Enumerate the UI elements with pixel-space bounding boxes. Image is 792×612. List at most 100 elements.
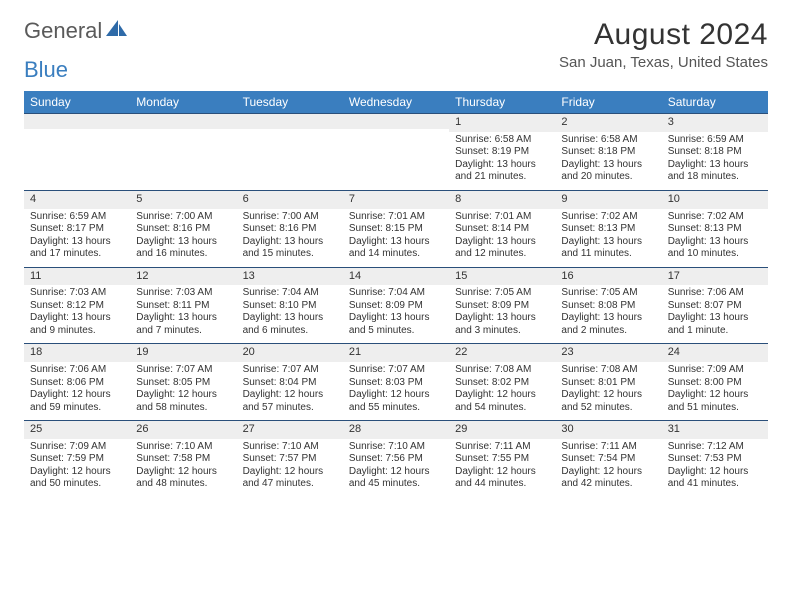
daylight-line: and 6 minutes. — [243, 325, 337, 338]
day-body — [343, 129, 449, 177]
brand-part1: General — [24, 18, 102, 44]
day-number: 17 — [662, 267, 768, 286]
day-cell: 5Sunrise: 7:00 AMSunset: 8:16 PMDaylight… — [130, 190, 236, 267]
day-cell: 29Sunrise: 7:11 AMSunset: 7:55 PMDayligh… — [449, 420, 555, 497]
sunrise-line: Sunrise: 7:07 AM — [349, 364, 443, 377]
day-cell: 1Sunrise: 6:58 AMSunset: 8:19 PMDaylight… — [449, 113, 555, 190]
day-cell: 26Sunrise: 7:10 AMSunset: 7:58 PMDayligh… — [130, 420, 236, 497]
sunset-line: Sunset: 8:19 PM — [455, 146, 549, 159]
daylight-line: and 7 minutes. — [136, 325, 230, 338]
daylight-line: and 5 minutes. — [349, 325, 443, 338]
sunset-line: Sunset: 8:00 PM — [668, 377, 762, 390]
daylight-line: and 59 minutes. — [30, 402, 124, 415]
day-body: Sunrise: 7:01 AMSunset: 8:14 PMDaylight:… — [449, 209, 555, 267]
week-row: 1Sunrise: 6:58 AMSunset: 8:19 PMDaylight… — [24, 113, 768, 190]
day-cell: 25Sunrise: 7:09 AMSunset: 7:59 PMDayligh… — [24, 420, 130, 497]
daylight-line: and 48 minutes. — [136, 478, 230, 491]
day-cell: 23Sunrise: 7:08 AMSunset: 8:01 PMDayligh… — [555, 343, 661, 420]
daylight-line: Daylight: 12 hours — [136, 389, 230, 402]
sunset-line: Sunset: 8:09 PM — [455, 300, 549, 313]
day-cell: 10Sunrise: 7:02 AMSunset: 8:13 PMDayligh… — [662, 190, 768, 267]
day-cell: 28Sunrise: 7:10 AMSunset: 7:56 PMDayligh… — [343, 420, 449, 497]
daylight-line: and 54 minutes. — [455, 402, 549, 415]
daylight-line: and 2 minutes. — [561, 325, 655, 338]
daylight-line: Daylight: 12 hours — [243, 389, 337, 402]
sunrise-line: Sunrise: 7:09 AM — [668, 364, 762, 377]
daylight-line: Daylight: 13 hours — [136, 236, 230, 249]
sunset-line: Sunset: 8:06 PM — [30, 377, 124, 390]
sunrise-line: Sunrise: 7:08 AM — [455, 364, 549, 377]
day-body: Sunrise: 7:06 AMSunset: 8:06 PMDaylight:… — [24, 362, 130, 420]
daylight-line: and 11 minutes. — [561, 248, 655, 261]
day-number: 10 — [662, 190, 768, 209]
sunrise-line: Sunrise: 7:11 AM — [455, 441, 549, 454]
day-number: 13 — [237, 267, 343, 286]
sunrise-line: Sunrise: 7:00 AM — [243, 211, 337, 224]
daylight-line: and 3 minutes. — [455, 325, 549, 338]
day-cell: 21Sunrise: 7:07 AMSunset: 8:03 PMDayligh… — [343, 343, 449, 420]
dow-tuesday: Tuesday — [237, 91, 343, 113]
daylight-line: and 18 minutes. — [668, 171, 762, 184]
daylight-line: Daylight: 13 hours — [243, 236, 337, 249]
daylight-line: Daylight: 12 hours — [561, 466, 655, 479]
sunrise-line: Sunrise: 7:04 AM — [349, 287, 443, 300]
day-cell: 14Sunrise: 7:04 AMSunset: 8:09 PMDayligh… — [343, 267, 449, 344]
day-number: 8 — [449, 190, 555, 209]
sunrise-line: Sunrise: 7:10 AM — [243, 441, 337, 454]
sunset-line: Sunset: 8:16 PM — [136, 223, 230, 236]
day-body: Sunrise: 7:04 AMSunset: 8:10 PMDaylight:… — [237, 285, 343, 343]
day-number: 1 — [449, 113, 555, 132]
day-cell: 16Sunrise: 7:05 AMSunset: 8:08 PMDayligh… — [555, 267, 661, 344]
day-number: 9 — [555, 190, 661, 209]
day-cell: 8Sunrise: 7:01 AMSunset: 8:14 PMDaylight… — [449, 190, 555, 267]
day-body — [130, 129, 236, 177]
sunrise-line: Sunrise: 7:06 AM — [30, 364, 124, 377]
week-row: 11Sunrise: 7:03 AMSunset: 8:12 PMDayligh… — [24, 267, 768, 344]
day-cell: 11Sunrise: 7:03 AMSunset: 8:12 PMDayligh… — [24, 267, 130, 344]
sunset-line: Sunset: 8:08 PM — [561, 300, 655, 313]
daylight-line: Daylight: 13 hours — [30, 236, 124, 249]
day-body: Sunrise: 7:07 AMSunset: 8:05 PMDaylight:… — [130, 362, 236, 420]
day-number: 6 — [237, 190, 343, 209]
sunset-line: Sunset: 8:07 PM — [668, 300, 762, 313]
sunrise-line: Sunrise: 6:59 AM — [668, 134, 762, 147]
daylight-line: and 1 minute. — [668, 325, 762, 338]
daylight-line: and 50 minutes. — [30, 478, 124, 491]
daylight-line: and 51 minutes. — [668, 402, 762, 415]
day-number: 31 — [662, 420, 768, 439]
sunrise-line: Sunrise: 7:01 AM — [455, 211, 549, 224]
day-cell — [343, 113, 449, 190]
day-body: Sunrise: 7:01 AMSunset: 8:15 PMDaylight:… — [343, 209, 449, 267]
day-body: Sunrise: 7:02 AMSunset: 8:13 PMDaylight:… — [662, 209, 768, 267]
day-body: Sunrise: 7:10 AMSunset: 7:56 PMDaylight:… — [343, 439, 449, 497]
daylight-line: Daylight: 12 hours — [668, 466, 762, 479]
sunset-line: Sunset: 7:54 PM — [561, 453, 655, 466]
sunrise-line: Sunrise: 7:03 AM — [30, 287, 124, 300]
sunrise-line: Sunrise: 7:00 AM — [136, 211, 230, 224]
sunset-line: Sunset: 7:57 PM — [243, 453, 337, 466]
daylight-line: and 52 minutes. — [561, 402, 655, 415]
day-cell: 24Sunrise: 7:09 AMSunset: 8:00 PMDayligh… — [662, 343, 768, 420]
sunset-line: Sunset: 7:56 PM — [349, 453, 443, 466]
day-number: 7 — [343, 190, 449, 209]
daylight-line: and 41 minutes. — [668, 478, 762, 491]
sunrise-line: Sunrise: 7:07 AM — [243, 364, 337, 377]
daylight-line: Daylight: 12 hours — [243, 466, 337, 479]
day-body: Sunrise: 7:06 AMSunset: 8:07 PMDaylight:… — [662, 285, 768, 343]
sunset-line: Sunset: 8:18 PM — [561, 146, 655, 159]
day-number: 19 — [130, 343, 236, 362]
daylight-line: Daylight: 12 hours — [668, 389, 762, 402]
sunset-line: Sunset: 8:16 PM — [243, 223, 337, 236]
sunrise-line: Sunrise: 7:10 AM — [349, 441, 443, 454]
daylight-line: Daylight: 13 hours — [455, 312, 549, 325]
calendar-table: Sunday Monday Tuesday Wednesday Thursday… — [24, 91, 768, 497]
dow-thursday: Thursday — [449, 91, 555, 113]
daylight-line: Daylight: 13 hours — [455, 236, 549, 249]
day-number: 25 — [24, 420, 130, 439]
sunset-line: Sunset: 7:59 PM — [30, 453, 124, 466]
sunrise-line: Sunrise: 7:04 AM — [243, 287, 337, 300]
daylight-line: and 44 minutes. — [455, 478, 549, 491]
dow-header-row: Sunday Monday Tuesday Wednesday Thursday… — [24, 91, 768, 113]
sunset-line: Sunset: 8:10 PM — [243, 300, 337, 313]
daylight-line: and 20 minutes. — [561, 171, 655, 184]
